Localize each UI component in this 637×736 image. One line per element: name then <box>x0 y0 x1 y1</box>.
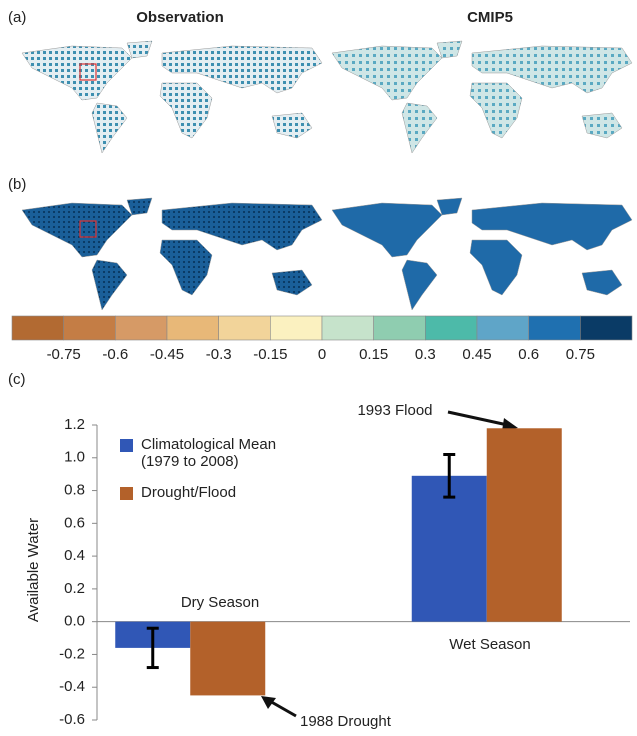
legend-swatch <box>120 439 133 452</box>
y-tick-label: -0.6 <box>59 711 85 728</box>
map-title: Observation <box>136 9 224 26</box>
y-tick-label: 0.4 <box>64 547 85 564</box>
colorbar-tick-label: 0 <box>318 346 326 363</box>
colorbar-tick-label: -0.15 <box>253 346 287 363</box>
colorbar-segment <box>270 316 322 340</box>
y-tick-label: 0.6 <box>64 514 85 531</box>
colorbar-segment <box>12 316 64 340</box>
colorbar-segment <box>64 316 116 340</box>
figure: (a) Observation CMIP5 (b) (c) Available … <box>0 0 637 736</box>
colorbar-segment <box>219 316 271 340</box>
panel-label: (a) <box>8 9 26 26</box>
colorbar-segment <box>115 316 167 340</box>
arrow <box>448 412 512 426</box>
legend-label: Climatological Mean (1979 to 2008) <box>141 436 295 470</box>
colorbar-segment <box>580 316 632 340</box>
colorbar-segment <box>477 316 529 340</box>
y-tick-label: 0.0 <box>64 613 85 630</box>
category-label: Dry Season <box>181 594 259 611</box>
panel-label: (b) <box>8 176 26 193</box>
colorbar-tick-label: -0.3 <box>206 346 232 363</box>
y-tick-label: -0.2 <box>59 645 85 662</box>
bar <box>190 622 265 696</box>
colorbar-segment <box>374 316 426 340</box>
colorbar-tick-label: 0.75 <box>566 346 595 363</box>
legend: Climatological Mean (1979 to 2008) Drough… <box>120 436 295 515</box>
colorbar-tick-label: -0.75 <box>47 346 81 363</box>
y-tick-label: 1.2 <box>64 416 85 433</box>
category-label: Wet Season <box>449 636 530 653</box>
colorbar-tick-label: -0.45 <box>150 346 184 363</box>
legend-item: Climatological Mean (1979 to 2008) <box>120 436 295 470</box>
y-axis-label: Available Water <box>25 518 42 622</box>
map <box>22 41 322 153</box>
map <box>332 198 632 310</box>
legend-item: Drought/Flood <box>120 484 295 501</box>
legend-label: Drought/Flood <box>141 484 236 501</box>
y-tick-label: -0.4 <box>59 678 85 695</box>
colorbar-segment <box>167 316 219 340</box>
colorbar-segment <box>425 316 477 340</box>
colorbar-tick-label: 0.15 <box>359 346 388 363</box>
colorbar-tick-label: 0.6 <box>518 346 539 363</box>
y-tick-label: 0.8 <box>64 482 85 499</box>
page: (a) Observation CMIP5 (b) (c) Available … <box>0 0 637 736</box>
colorbar-tick-label: 0.45 <box>462 346 491 363</box>
map-title: CMIP5 <box>467 9 513 26</box>
map <box>22 198 322 310</box>
bar <box>487 428 562 621</box>
panel-label: (c) <box>8 371 26 388</box>
annotation: 1988 Drought <box>300 713 392 730</box>
colorbar-tick-label: 0.3 <box>415 346 436 363</box>
colorbar-tick-label: -0.6 <box>102 346 128 363</box>
y-tick-label: 0.2 <box>64 580 85 597</box>
colorbar-segment <box>322 316 374 340</box>
annotation: 1993 Flood <box>357 402 432 419</box>
legend-swatch <box>120 487 133 500</box>
colorbar-segment <box>529 316 581 340</box>
y-tick-label: 1.0 <box>64 449 85 466</box>
map <box>332 41 632 153</box>
